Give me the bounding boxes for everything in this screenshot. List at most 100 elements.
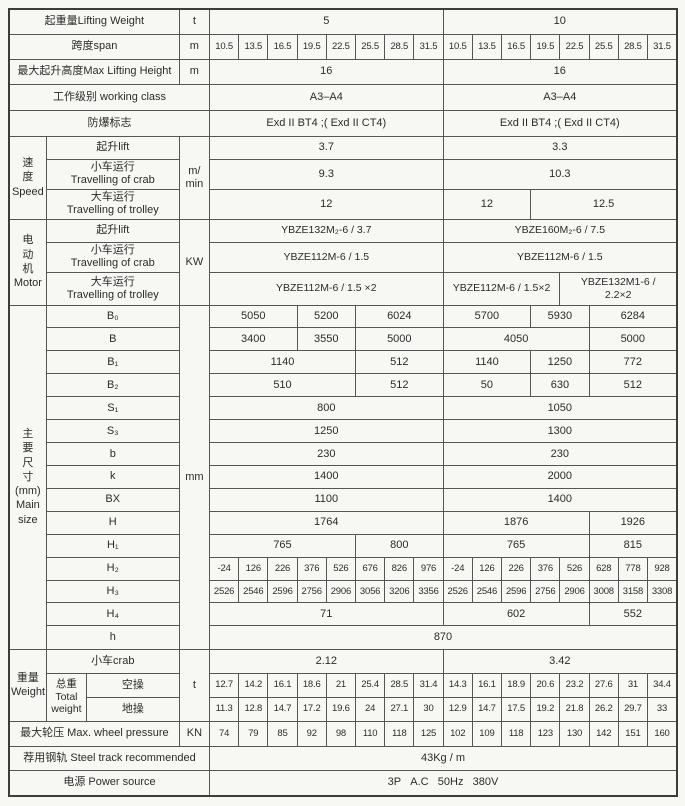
cell: 10.5 (442, 33, 473, 60)
cell: 71 (208, 602, 444, 627)
cell: 5930 (530, 304, 590, 329)
cell: 3206 (384, 579, 415, 604)
label-speed-crab: 小车运行 Travelling of crab (45, 158, 180, 190)
label-cab-operation: 空操 (86, 672, 180, 698)
label-motor-trolley: 大车运行 Travelling of trolley (45, 271, 180, 306)
cell: 230 (442, 442, 678, 466)
cell: 1400 (442, 487, 678, 512)
cell: 19.6 (325, 696, 357, 722)
cell: 3056 (354, 579, 386, 604)
cell: YBZE160M₂-6 / 7.5 (442, 218, 678, 243)
value-power-source: 3P A.C 50Hz 380V (208, 769, 678, 797)
cell: 1926 (588, 510, 678, 535)
cell: Exd II BT4 ;( Exd II CT4) (208, 109, 444, 137)
cell: 512 (355, 350, 444, 375)
row-lifting-weight: 起重量Lifting Weight t 5 10 (8, 8, 678, 35)
row-size-b: B 3400 3550 5000 4050 5000 (9, 327, 678, 352)
cell: 102 (442, 720, 473, 747)
cell: 118 (501, 720, 532, 747)
cell: 602 (442, 602, 590, 627)
cell: 5000 (355, 327, 444, 352)
cell: 14.7 (267, 696, 298, 722)
cell: 2000 (442, 464, 678, 489)
cell: 2526 (442, 579, 473, 604)
row-speed-trolley: 大车运行 Travelling of trolley 12 12 12.5 (9, 188, 678, 220)
cell: 85 (267, 720, 298, 747)
cell: 9.3 (208, 158, 444, 190)
cell: 31.5 (647, 33, 678, 60)
cell: YBZE132M1-6 / 2.2×2 (559, 271, 678, 306)
row-explosion-proof-mark: 防爆标志 Exd II BT4 ;( Exd II CT4) Exd II BT4 … (8, 109, 678, 137)
row-speed-lift: 速 度 Speed 起升lift m/ min 3.7 3.3 (8, 135, 678, 220)
cell: 28.5 (384, 672, 415, 698)
cell: 6024 (355, 304, 444, 329)
row-size-h1: H₁ 765 800 765 815 (9, 533, 678, 558)
row-size-bx: BX 1100 1400 (9, 487, 678, 512)
label-b2: B₂ (45, 373, 180, 398)
cell: 1100 (208, 487, 444, 512)
cell: 34.4 (647, 672, 678, 698)
row-motor-crab: 小车运行 Travelling of crab YBZE112M-6 / 1.5 Y… (9, 241, 678, 273)
cell: 1250 (530, 350, 590, 375)
cell: 16 (208, 58, 444, 85)
cell: 12 (208, 188, 444, 220)
cell: 130 (559, 720, 590, 747)
cell: 10.3 (442, 158, 678, 190)
value-steel-track: 43Kg / m (208, 745, 678, 771)
cell: 151 (617, 720, 649, 747)
value-capacity-5t: 5 (208, 8, 444, 35)
cell: 31.4 (413, 672, 444, 698)
cell: 25.5 (588, 33, 619, 60)
row-size-b1: B₁ 1140 512 1140 1250 772 (9, 350, 678, 375)
cell: 16.1 (267, 672, 298, 698)
cell: 25.5 (354, 33, 386, 60)
row-size-h-upper: H 1764 1876 1926 (9, 510, 678, 535)
cell: 160 (647, 720, 678, 747)
label-max-lifting-height: 最大起升高度Max Lifting Height (8, 58, 180, 85)
cell: 25.4 (354, 672, 386, 698)
cell: YBZE112M-6 / 1.5 (442, 241, 678, 273)
cell: 21.8 (559, 696, 590, 722)
cell: 33 (647, 696, 678, 722)
label-power-source: 电源 Power source (8, 769, 210, 797)
cell: 6284 (588, 304, 678, 329)
cell: 1140 (208, 350, 357, 375)
cell: 226 (501, 556, 532, 581)
cell: 30 (413, 696, 444, 722)
cell: 50 (442, 373, 532, 398)
cell: Exd II BT4 ;( Exd II CT4) (442, 109, 678, 137)
label-working-class: 工作级别 working class (8, 83, 210, 111)
cell: 17.5 (501, 696, 532, 722)
row-size-k: k 1400 2000 (9, 464, 678, 489)
cell: 630 (530, 373, 590, 398)
label-b0: B₀ (45, 304, 180, 329)
row-power-source: 电源 Power source 3P A.C 50Hz 380V (8, 769, 678, 797)
cell: 376 (530, 556, 561, 581)
cell: 510 (208, 373, 357, 398)
unit-max-lifting-height: m (178, 58, 210, 85)
cell: 13.5 (238, 33, 269, 60)
cell: -24 (442, 556, 473, 581)
cell: 826 (384, 556, 415, 581)
cell: 20.6 (530, 672, 561, 698)
cell: 12.9 (442, 696, 473, 722)
cell: 976 (413, 556, 444, 581)
cell: 1050 (442, 396, 678, 421)
cell: 1140 (442, 350, 532, 375)
cell: 1300 (442, 419, 678, 444)
cell: 5000 (588, 327, 678, 352)
row-size-h2: H₂ -24 126 226 376 526 676 826 976 -24 126 226 376 52… (9, 556, 678, 581)
unit-main-size: mm (178, 304, 210, 650)
cell: YBZE112M-6 / 1.5 ×2 (208, 271, 444, 306)
row-size-h4: H₄ 71 602 552 (9, 602, 678, 627)
cell: 123 (530, 720, 561, 747)
crane-spec-table: 起重量Lifting Weight t 5 10 跨度span m 10.5 13.5 16.5… (8, 8, 678, 797)
row-max-lifting-height: 最大起升高度Max Lifting Height m 16 16 (8, 58, 678, 85)
label-steel-track: 荐用钢轨 Steel track recommended (8, 745, 210, 771)
cell: 14.2 (238, 672, 269, 698)
cell: 18.6 (296, 672, 327, 698)
cell: 19.5 (296, 33, 327, 60)
label-weight-crab: 小车crab (45, 648, 180, 674)
row-size-h3: H₃ 2526 2546 2596 2756 2906 3056 3206 3356 2526 25… (9, 579, 678, 604)
